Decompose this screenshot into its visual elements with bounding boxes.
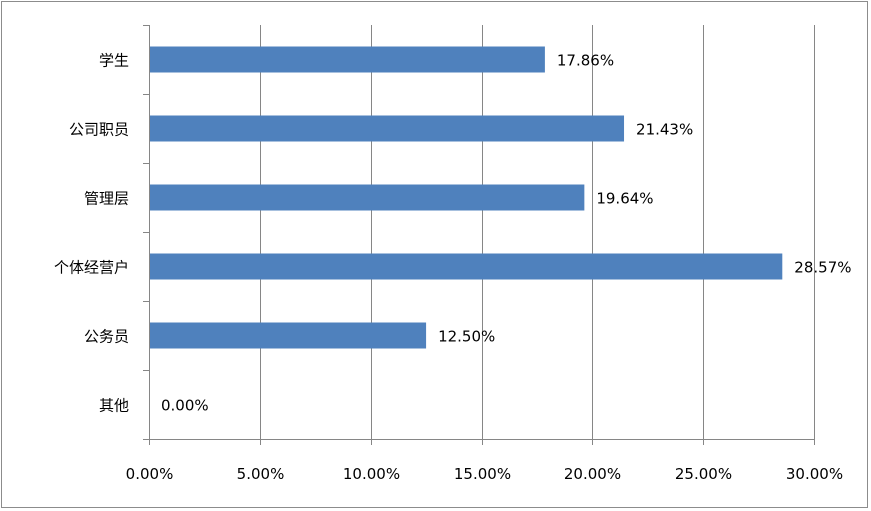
category-label: 公务员	[84, 328, 129, 346]
data-label: 12.50%	[438, 328, 495, 346]
category-label: 管理层	[84, 190, 129, 208]
data-label: 21.43%	[636, 121, 693, 139]
category-label: 其他	[99, 397, 129, 415]
labels: 0.00% 5.00% 10.00% 15.00% 20.00% 25.00% 30.00%…	[54, 52, 852, 484]
data-label: 19.64%	[596, 190, 653, 208]
bar	[150, 253, 783, 280]
x-tick-label: 0.00%	[126, 465, 174, 483]
x-tick-label: 25.00%	[675, 465, 732, 483]
category-label: 公司职员	[69, 121, 129, 139]
axes	[143, 25, 815, 445]
data-label: 0.00%	[161, 397, 209, 415]
x-tick-label: 20.00%	[564, 465, 621, 483]
bar	[150, 46, 545, 73]
category-label: 个体经营户	[54, 259, 129, 277]
bars	[150, 46, 783, 349]
data-label: 28.57%	[794, 259, 851, 277]
x-tick-label: 30.00%	[786, 465, 843, 483]
gridlines	[260, 25, 815, 439]
bar	[150, 115, 625, 142]
x-tick-label: 15.00%	[454, 465, 511, 483]
x-tick-label: 10.00%	[343, 465, 400, 483]
category-label: 学生	[99, 52, 129, 70]
x-tick-label: 5.00%	[237, 465, 285, 483]
bar	[150, 184, 585, 211]
bar	[150, 322, 427, 349]
data-label: 17.86%	[557, 52, 614, 70]
